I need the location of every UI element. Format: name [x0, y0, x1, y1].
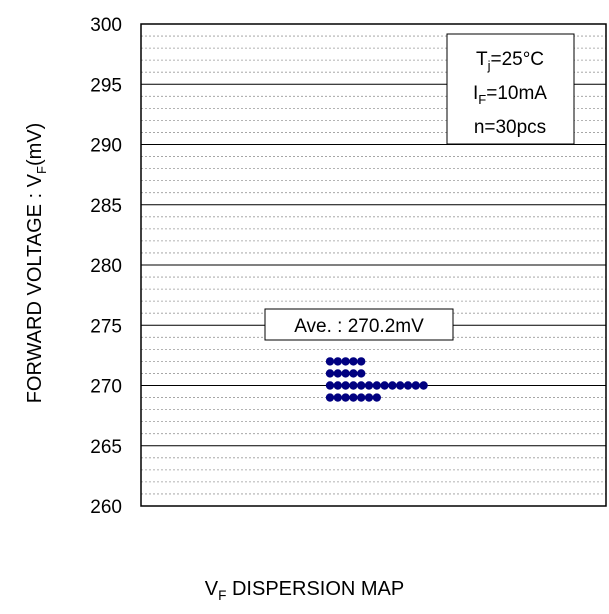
y-tick-label: 265: [90, 437, 122, 458]
y-tick-label: 280: [90, 256, 122, 277]
y-tick-label: 295: [90, 75, 122, 96]
y-tick-labels: 260 265 270 275 280 285 290 295 300: [90, 15, 122, 518]
condition-tj: Tj=25°C: [476, 49, 544, 73]
data-point: [396, 381, 405, 390]
data-point: [333, 369, 342, 378]
x-axis-label: VF DISPERSION MAP: [204, 578, 405, 603]
plot-frame: [140, 23, 607, 507]
data-point: [364, 381, 374, 390]
data-point: [372, 381, 381, 390]
data-point: [341, 381, 350, 390]
data-point: [349, 393, 358, 402]
conditions-box: Tj=25°C IF=10mA n=30pcs: [446, 33, 575, 145]
y-tick-label: 275: [90, 316, 122, 337]
average-label-box: Ave. : 270.2mV: [264, 308, 454, 341]
data-point: [349, 357, 358, 366]
y-tick-label: 290: [90, 136, 122, 157]
data-point: [333, 393, 342, 402]
condition-if: IF=10mA: [473, 83, 547, 107]
condition-n: n=30pcs: [474, 117, 546, 138]
data-point: [364, 393, 374, 402]
y-tick-label: 260: [90, 497, 122, 518]
average-label: Ave. : 270.2mV: [294, 316, 424, 337]
data-point: [333, 357, 342, 366]
data-point: [341, 393, 350, 402]
data-point: [325, 381, 335, 390]
data-point: [325, 393, 335, 402]
data-point: [380, 381, 389, 390]
data-point: [341, 369, 350, 378]
data-point: [372, 393, 381, 402]
data-point: [349, 369, 358, 378]
data-point: [419, 381, 428, 390]
data-points: [325, 357, 428, 402]
y-axis-label: FORWARD VOLTAGE : VF(mV): [24, 123, 49, 404]
data-point: [341, 357, 350, 366]
y-tick-label: 300: [90, 15, 122, 36]
data-point: [325, 357, 335, 366]
data-point: [325, 369, 335, 378]
data-point: [388, 381, 397, 390]
data-point: [357, 381, 366, 390]
data-point: [403, 381, 413, 390]
data-point: [357, 393, 366, 402]
y-tick-label: 270: [90, 377, 122, 398]
y-tick-label: 285: [90, 196, 122, 217]
data-point: [411, 381, 420, 390]
data-point: [357, 369, 366, 378]
data-point: [357, 357, 366, 366]
data-point: [349, 381, 358, 390]
data-point: [333, 381, 342, 390]
